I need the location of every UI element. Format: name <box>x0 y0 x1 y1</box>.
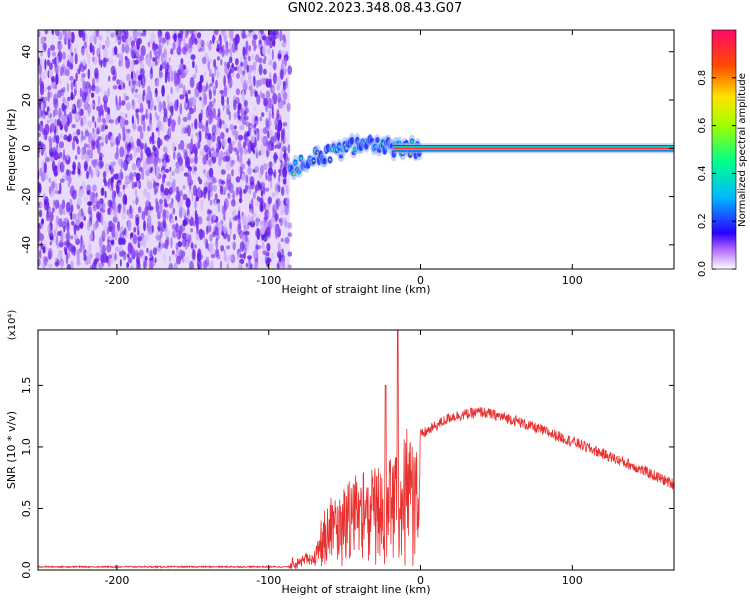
x-tick-label: 100 <box>562 274 583 287</box>
colorbar-label: Normalized spectral amplitude <box>737 73 748 227</box>
y-tick-label: -40 <box>20 236 33 254</box>
colorbar-gradient <box>711 29 737 270</box>
colorbar-tick-label: 0.6 <box>697 118 708 134</box>
spectrogram-frame <box>37 29 675 270</box>
x-tick-label: 100 <box>562 574 583 587</box>
y-axis-label: Frequency (Hz) <box>5 109 18 192</box>
snr-panel: -200 -100 0 100 0.0 0.5 1.0 1.5 Height of straig… <box>5 310 675 596</box>
x-tick-label: -200 <box>104 274 129 287</box>
y-tick-label: -20 <box>20 188 33 206</box>
y-axis-label: SNR (10 * v/v) <box>5 411 18 489</box>
colorbar-tick-label: 0.8 <box>697 70 708 86</box>
colorbar-tick-label: 0.4 <box>697 165 708 181</box>
snr-frame <box>37 329 675 571</box>
snr-series-line <box>38 330 674 570</box>
spectrogram-image <box>38 30 674 269</box>
figure-title: GN02.2023.348.08.43.G07 <box>287 1 463 16</box>
y-tick-label: 1.5 <box>20 377 33 395</box>
y-tick-label: 20 <box>20 93 33 107</box>
y-tick-label: 40 <box>20 45 33 59</box>
signal-trace <box>286 132 674 181</box>
y-tick-label: 0.0 <box>20 561 33 579</box>
x-axis-label: Height of straight line (km) <box>281 583 430 596</box>
colorbar-tick-label: 0.0 <box>697 261 708 277</box>
x-tick-label: 0 <box>417 274 424 287</box>
colorbar-tick-label: 0.2 <box>697 213 708 229</box>
x-tick-label: 0 <box>417 574 424 587</box>
y-multiplier-label: (x10⁴) <box>7 310 18 341</box>
x-tick-label: -100 <box>256 574 281 587</box>
x-tick-label: -200 <box>104 574 129 587</box>
x-tick-label: -100 <box>256 274 281 287</box>
x-axis-label: Height of straight line (km) <box>281 283 430 296</box>
y-tick-label: 0 <box>20 145 33 152</box>
y-tick-label: 0.5 <box>20 500 33 518</box>
y-tick-label: 1.0 <box>20 438 33 456</box>
colorbar: 0.0 0.2 0.4 0.6 0.8 Normalized spectral ampli… <box>697 29 748 277</box>
noise-speckle <box>38 30 293 269</box>
